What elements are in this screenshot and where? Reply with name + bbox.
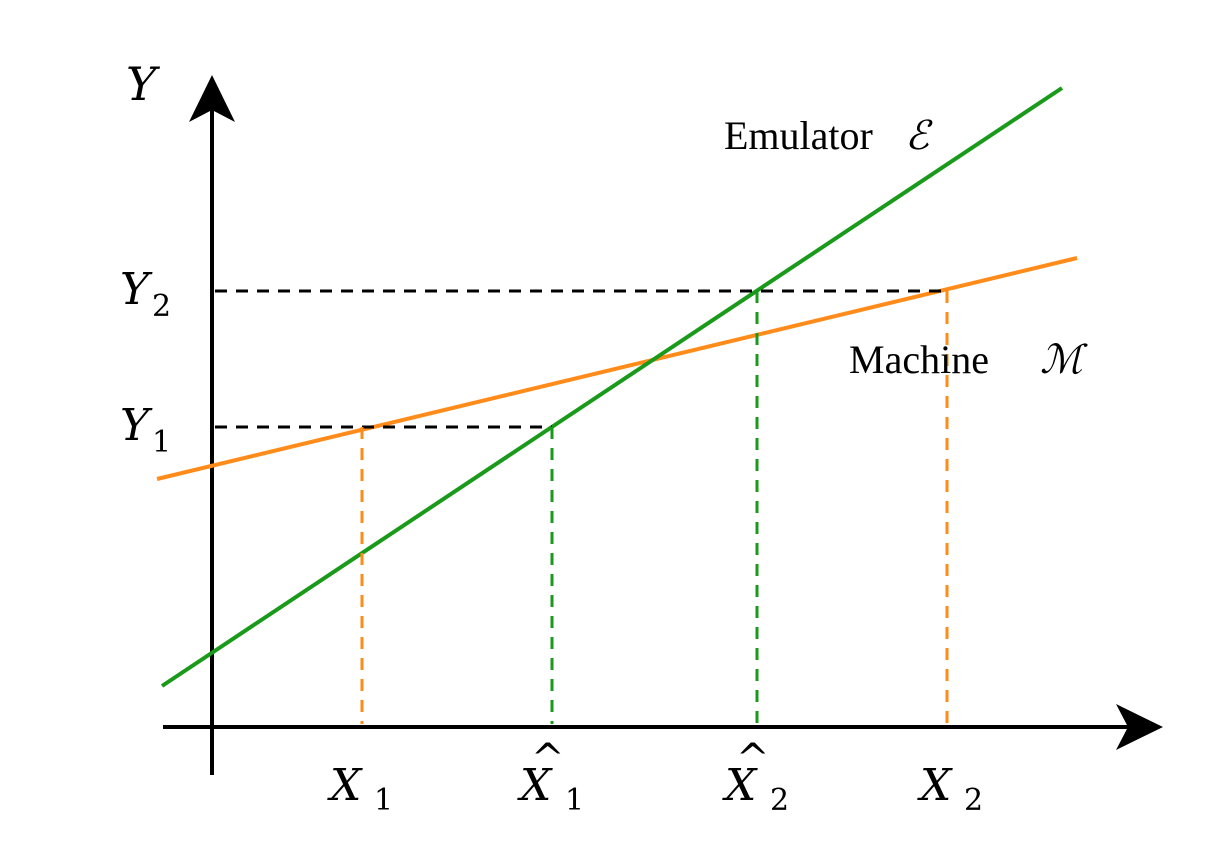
svg-text:Y: Y (120, 264, 153, 315)
y1-tick-label: Y 1 (120, 400, 171, 460)
y-axis-label: Y (126, 57, 161, 111)
y2-tick-label: Y 2 (120, 264, 171, 324)
svg-text:X: X (327, 760, 363, 811)
machine-line (156, 256, 1078, 481)
svg-text:X: X (722, 760, 758, 811)
svg-text:X: X (517, 760, 553, 811)
y-axis-arrowhead (189, 75, 235, 122)
svg-text:1: 1 (152, 425, 171, 460)
svg-text:Emulator: Emulator (724, 113, 873, 158)
svg-text:^: ^ (736, 736, 770, 782)
emulator-line (160, 86, 1064, 688)
svg-text:1: 1 (565, 783, 584, 818)
svg-text:2: 2 (770, 783, 789, 818)
svg-text:2: 2 (964, 783, 983, 818)
svg-text:Machine: Machine (849, 337, 989, 382)
emulator-label: Emulator ℰ (724, 113, 933, 159)
svg-text:^: ^ (531, 736, 565, 782)
svg-text:1: 1 (374, 783, 393, 818)
svg-text:2: 2 (152, 289, 171, 324)
x-axis-arrowhead (1116, 704, 1163, 750)
svg-text:X: X (917, 760, 953, 811)
xhat2-tick-label: ^ X 2 (722, 736, 789, 818)
machine-label: Machine ℳ (849, 337, 1088, 383)
svg-text:Y: Y (120, 400, 153, 451)
xhat1-tick-label: ^ X 1 (517, 736, 584, 818)
x1-tick-label: X 1 (327, 760, 393, 818)
svg-text:ℰ: ℰ (905, 113, 933, 159)
svg-text:ℳ: ℳ (1040, 337, 1088, 383)
x2-tick-label: X 2 (917, 760, 983, 818)
